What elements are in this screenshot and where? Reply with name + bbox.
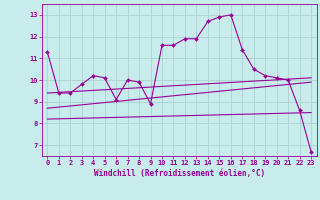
X-axis label: Windchill (Refroidissement éolien,°C): Windchill (Refroidissement éolien,°C) — [94, 169, 265, 178]
